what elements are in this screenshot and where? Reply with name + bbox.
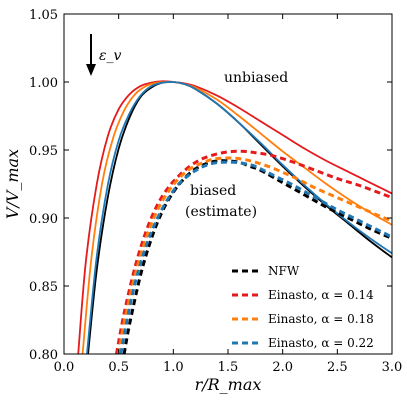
legend: NFW Einasto, α = 0.14 Einasto, α = 0.18 Ein… — [232, 264, 374, 350]
x-tick-label: 1.5 — [218, 360, 239, 375]
y-tick-label: 0.85 — [29, 280, 58, 295]
x-tick-label: 0.5 — [108, 360, 129, 375]
y-tick-label: 1.05 — [29, 8, 58, 23]
legend-label: Einasto, α = 0.18 — [268, 312, 374, 326]
series-line-5 — [115, 149, 392, 354]
annotation-estimate: (estimate) — [185, 204, 257, 220]
y-axis-label: V/V_max — [3, 149, 22, 219]
y-tick-label: 1.00 — [29, 76, 58, 91]
x-tick-label: 1.0 — [163, 360, 184, 375]
epsilon-label: ε_v — [99, 48, 122, 64]
x-tick-label: 2.0 — [272, 360, 293, 375]
series-line-6 — [117, 156, 392, 354]
x-tick-label: 2.5 — [327, 360, 348, 375]
axis-ticks: 0.0 0.5 1.0 1.5 2.0 2.5 3.0 0.80 0.85 0.90 0.95 1.0… — [29, 8, 402, 375]
series-line-4 — [122, 159, 392, 354]
x-tick-label: 0.0 — [54, 360, 75, 375]
y-tick-label: 0.80 — [29, 348, 58, 363]
annotation-unbiased: unbiased — [224, 70, 288, 86]
legend-label: NFW — [268, 264, 300, 278]
y-tick-label: 0.95 — [29, 144, 58, 159]
y-tick-label: 0.90 — [29, 212, 58, 227]
epsilon-arrow-head — [86, 64, 96, 76]
x-tick-label: 3.0 — [382, 360, 403, 375]
series-line-7 — [119, 160, 392, 354]
annotation-biased: biased — [190, 183, 236, 199]
series-group — [77, 80, 392, 354]
legend-label: Einasto, α = 0.22 — [268, 336, 374, 350]
legend-label: Einasto, α = 0.14 — [268, 288, 374, 302]
x-axis-label: r/R_max — [195, 375, 262, 394]
